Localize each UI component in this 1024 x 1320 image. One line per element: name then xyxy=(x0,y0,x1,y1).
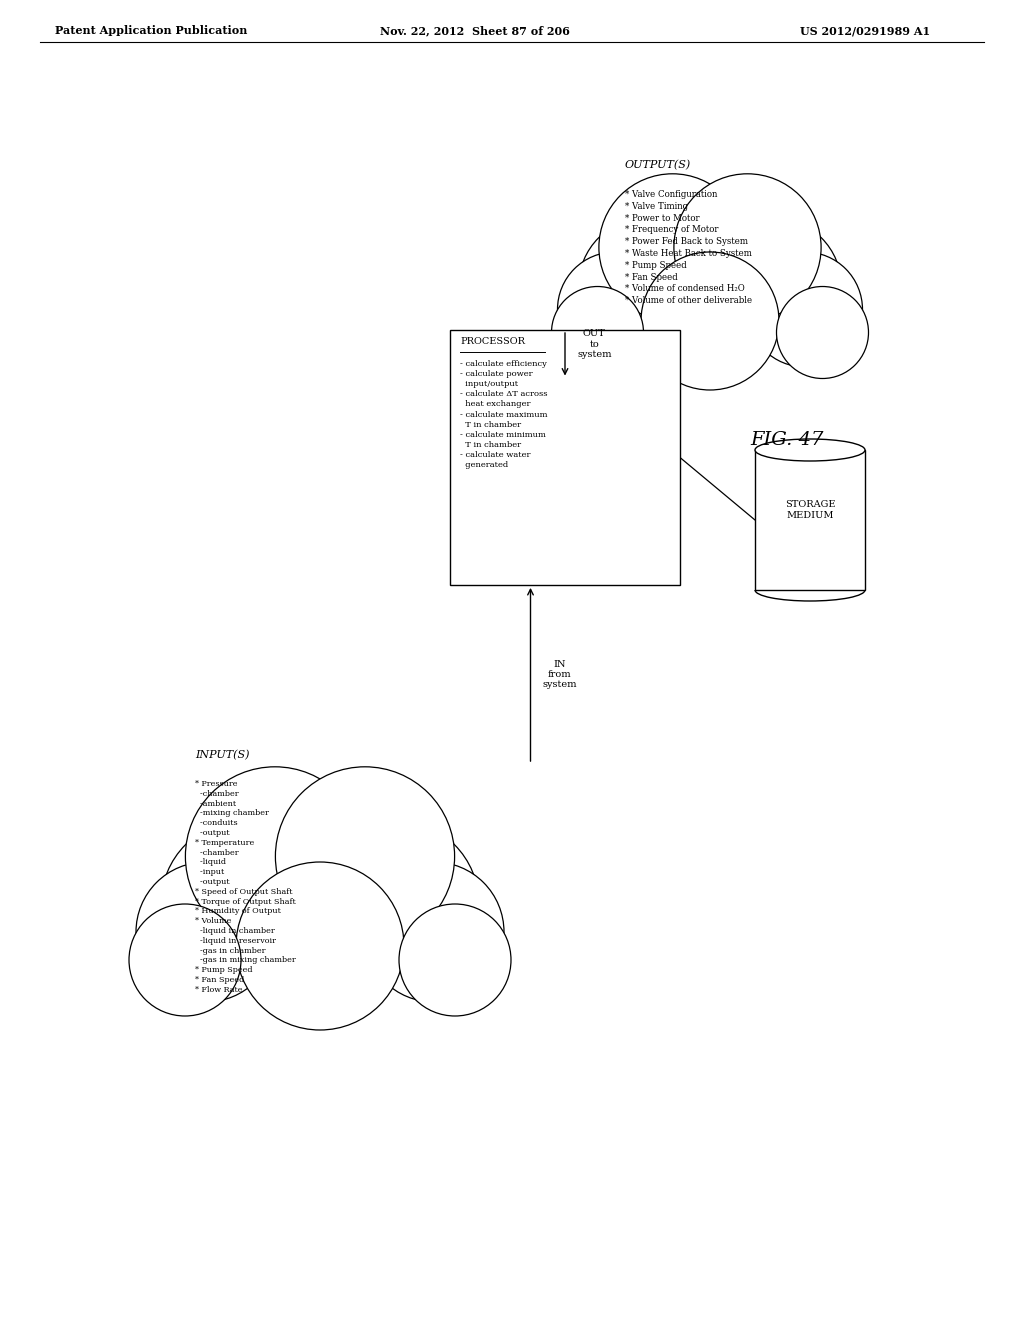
FancyBboxPatch shape xyxy=(450,330,680,585)
Text: STORAGE
MEDIUM: STORAGE MEDIUM xyxy=(784,500,836,520)
Text: - calculate efficiency
- calculate power
  input/output
- calculate ΔT across
  : - calculate efficiency - calculate power… xyxy=(460,360,548,469)
Text: FIG. 47: FIG. 47 xyxy=(750,432,823,449)
Text: * Valve Configuration
* Valve Timing
* Power to Motor
* Frequency of Motor
* Pow: * Valve Configuration * Valve Timing * P… xyxy=(625,190,752,305)
FancyBboxPatch shape xyxy=(755,450,865,590)
Text: * Pressure
  -chamber
  -ambient
  -mixing chamber
  -conduits
  -output
* Tempe: * Pressure -chamber -ambient -mixing cha… xyxy=(195,780,296,994)
Text: PROCESSOR: PROCESSOR xyxy=(460,337,525,346)
Text: OUT
to
system: OUT to system xyxy=(577,330,611,359)
Text: OUTPUT(S): OUTPUT(S) xyxy=(625,160,691,170)
Ellipse shape xyxy=(755,440,865,461)
Text: Nov. 22, 2012  Sheet 87 of 206: Nov. 22, 2012 Sheet 87 of 206 xyxy=(380,25,570,36)
Text: Patent Application Publication: Patent Application Publication xyxy=(55,25,248,36)
Text: US 2012/0291989 A1: US 2012/0291989 A1 xyxy=(800,25,930,36)
Text: INPUT(S): INPUT(S) xyxy=(195,750,250,760)
Text: IN
from
system: IN from system xyxy=(543,660,577,689)
